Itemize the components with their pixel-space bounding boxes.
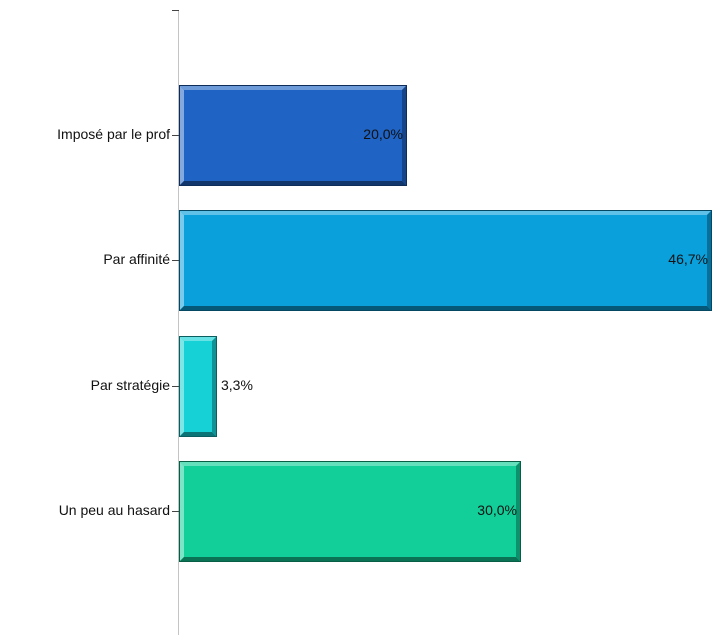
bar-bevel-right: [516, 461, 521, 562]
bar-bevel-top: [179, 210, 712, 215]
bars-layer: Imposé par le prof 20,0% Par affinité 46,7%…: [57, 85, 712, 562]
bar-bevel-top: [179, 336, 217, 341]
value-label: 20,0%: [363, 126, 403, 142]
bar-bevel-top: [179, 85, 407, 90]
category-label: Un peu au hasard: [59, 502, 170, 518]
bar-bevel-top: [179, 461, 521, 466]
bar-group: Par stratégie 3,3%: [91, 336, 253, 437]
bar-bevel-left: [179, 336, 184, 437]
bar: [179, 85, 407, 186]
category-label: Par stratégie: [91, 377, 171, 393]
bar: [179, 210, 712, 311]
category-label: Par affinité: [103, 251, 170, 267]
category-label: Imposé par le prof: [57, 126, 170, 142]
bar-group: Imposé par le prof 20,0%: [57, 85, 407, 186]
bar: [179, 461, 521, 562]
bar-bevel-left: [179, 461, 184, 562]
bar-bevel-bottom: [179, 557, 521, 562]
bar-bevel-right: [707, 210, 712, 311]
bar-outline: [179, 85, 407, 186]
value-label: 46,7%: [668, 251, 708, 267]
bar-bevel-left: [179, 85, 184, 186]
bar-bevel-bottom: [179, 432, 217, 437]
bar: [179, 336, 217, 437]
bar-bevel-right: [402, 85, 407, 186]
bar-group: Par affinité 46,7%: [103, 210, 712, 311]
bar-bevel-bottom: [179, 306, 712, 311]
bar-bevel-left: [179, 210, 184, 311]
bar-outline: [179, 336, 217, 437]
bar-bevel-right: [212, 336, 217, 437]
bar-group: Un peu au hasard 30,0%: [59, 461, 521, 562]
bar-bevel-bottom: [179, 181, 407, 186]
value-label: 3,3%: [221, 377, 253, 393]
bar-outline: [179, 461, 521, 562]
value-label: 30,0%: [477, 502, 517, 518]
